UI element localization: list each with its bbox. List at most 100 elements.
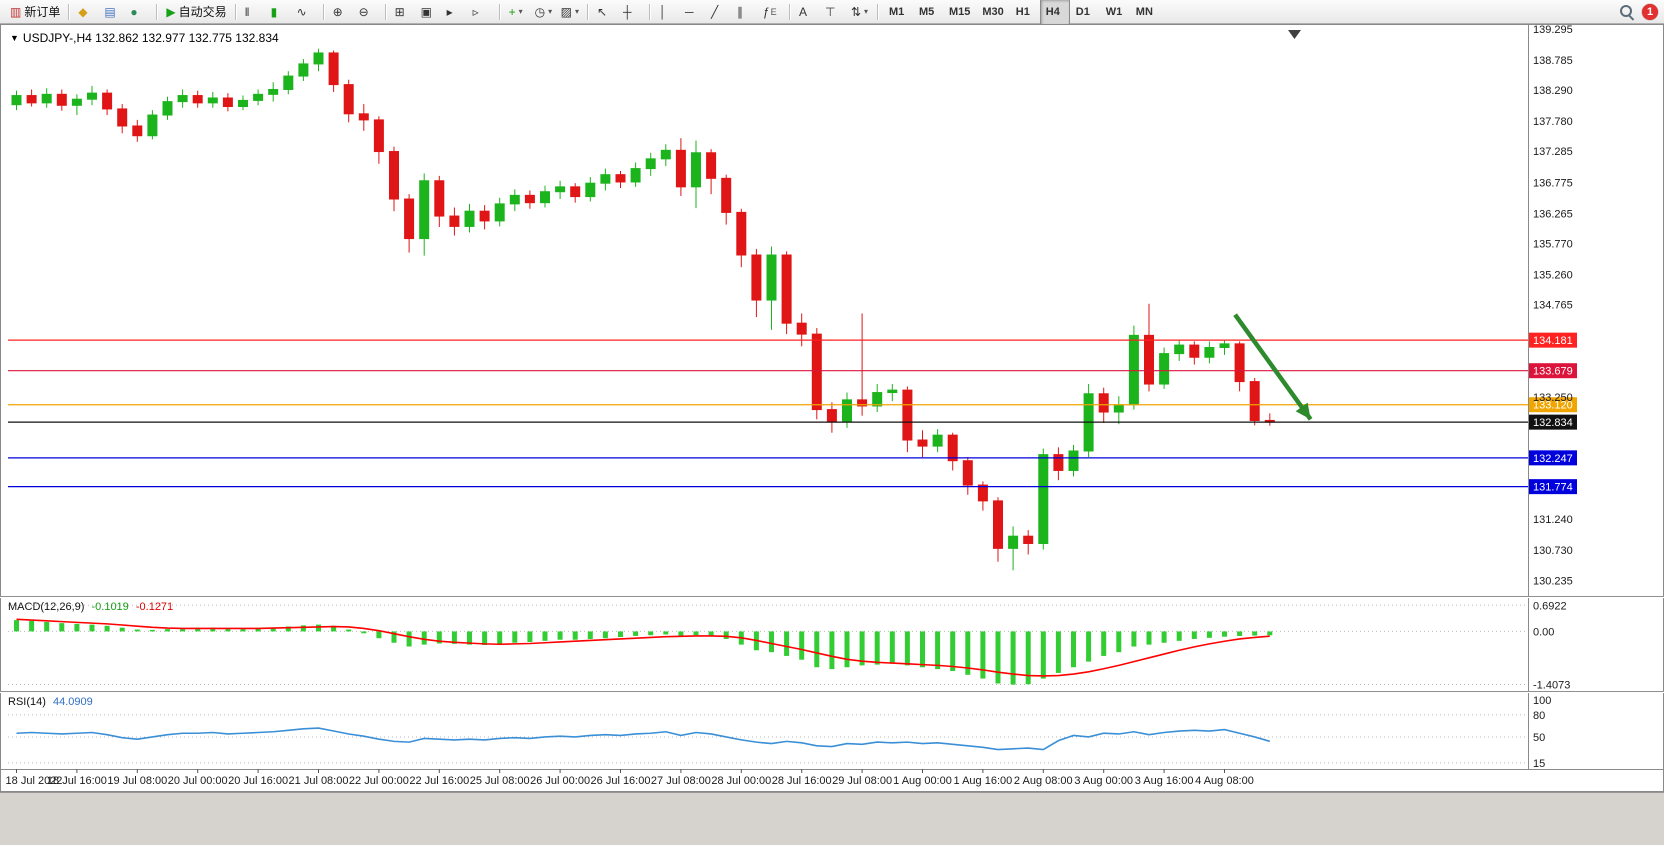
timeframe-m15-button[interactable]: M15 [948,5,971,18]
time-axis-label[interactable]: 3 Aug 00:00 [1074,775,1133,787]
crosshair-button[interactable]: ┼ [619,1,645,23]
time-axis-label[interactable]: 28 Jul 00:00 [711,775,771,787]
macd-histogram-bar [74,623,80,632]
bars-chart-button[interactable]: ‖ [241,1,267,23]
tile-windows-button[interactable]: ⊞ [391,1,417,23]
time-axis-label[interactable]: 25 Jul 08:00 [470,775,530,787]
time-axis-label[interactable]: 22 Jul 00:00 [349,775,409,787]
time-axis-label[interactable]: 26 Jul 00:00 [530,775,590,787]
macd-histogram-bar [512,631,518,643]
macd-histogram-bar [451,631,457,644]
macd-histogram-bar [436,631,442,644]
time-axis-label[interactable]: 2 Aug 08:00 [1014,775,1073,787]
macd-histogram-bar [255,628,261,632]
vertical-line-button[interactable]: │ [655,1,681,23]
candle-body [811,333,822,411]
autotrade-button[interactable]: ▶ 自动交易 [162,1,230,23]
time-axis-label[interactable]: 21 Jul 08:00 [289,775,349,787]
macd-histogram-bar [814,631,820,668]
chart-canvas[interactable]: 134.181 133.679 133.120 132.834 132.247 131.7… [0,24,1664,792]
line-chart-button[interactable]: ∿ [293,1,319,23]
candle-body [509,194,520,205]
support-line-lower-price-box [1529,479,1577,495]
notification-badge[interactable]: 1 [1642,3,1658,20]
market-watch-icon-button[interactable]: ▤ [100,1,126,23]
chart-dropdown-icon[interactable]: ▼ [10,33,19,43]
cursor-button[interactable]: ↖ [593,1,619,23]
horizontal-line-button[interactable]: ─ [681,1,707,23]
time-axis-label[interactable]: 20 Jul 16:00 [228,775,288,787]
timeframe-d1-button[interactable]: D1 [1075,5,1090,18]
candle-body [192,95,203,104]
macd-histogram-bar [602,631,608,639]
candle-body [1098,393,1109,413]
candle-body [917,439,928,447]
time-axis-label[interactable]: 20 Jul 00:00 [168,775,228,787]
time-axis-label[interactable]: 26 Jul 16:00 [591,775,651,787]
time-axis-label[interactable]: 18 Jul 2022 [6,775,63,787]
toolbar-separator [876,3,879,20]
auto-scroll-icon: ▸ [446,4,453,19]
candle-body [11,95,22,106]
macd-histogram-bar [89,624,95,632]
macd-histogram-bar [572,631,578,640]
time-axis-label[interactable]: 28 Jul 16:00 [772,775,832,787]
arrows-button[interactable]: ⇅ ▾ [847,1,873,23]
timeframe-m1-button[interactable]: M1 [888,5,905,18]
indicators-button[interactable]: + ▾ [505,1,531,23]
toolbar-separator [788,3,791,20]
time-axis-label[interactable]: 22 Jul 16:00 [409,775,469,787]
candle-body [147,114,158,137]
time-axis-label[interactable]: 27 Jul 08:00 [651,775,711,787]
new-order-button[interactable]: ▥ 新订单 [6,1,64,23]
cascade-windows-button[interactable]: ▣ [417,1,443,23]
time-axis-label[interactable]: 29 Jul 08:00 [832,775,892,787]
candle-body [389,151,399,200]
toolbar-separator [498,3,501,20]
candle-body [1053,454,1064,471]
macd-label: MACD(12,26,9) -0.1019 -0.1271 [8,601,177,613]
macd-histogram-bar [1116,631,1122,653]
candlestick-chart-button[interactable]: ▮ [267,1,293,23]
time-axis-label[interactable]: 19 Jul 08:00 [107,775,167,787]
timeframe-h4-button[interactable]: H4 [1039,0,1070,25]
time-axis-label[interactable]: 4 Aug 08:00 [1195,775,1254,787]
time-axis-label[interactable]: 18 Jul 16:00 [47,775,107,787]
macd-histogram-bar [210,627,216,632]
label-button[interactable]: ⊤ [821,1,847,23]
timeframe-m5-button[interactable]: M5 [918,5,935,18]
auto-scroll-button[interactable]: ▸ [443,1,469,23]
macd-histogram-bar [482,631,488,645]
macd-histogram-bar [14,620,19,632]
time-axis-label[interactable]: 3 Aug 16:00 [1135,775,1194,787]
candle-body [298,63,309,77]
search-icon[interactable] [1619,4,1634,19]
timeframe-h1-button[interactable]: H1 [1015,5,1030,18]
macd-histogram-bar [1176,631,1182,641]
annotation-arrow[interactable] [1233,313,1313,421]
timeframe-m30-button[interactable]: M30 [982,5,1004,18]
timeframe-w1-button[interactable]: W1 [1105,5,1123,18]
navigator-icon-button[interactable]: ● [126,1,152,23]
text-button[interactable]: A [795,1,821,23]
candle-body [1008,535,1019,549]
trendline-button[interactable]: ╱ [707,1,733,23]
zoom-in-button[interactable]: ⊕ [329,1,355,23]
candle-body [1204,347,1215,358]
time-axis-label[interactable]: 1 Aug 00:00 [893,775,952,787]
templates-button[interactable]: ▨ ▾ [557,1,583,23]
chart-shift-button[interactable]: ▹ [469,1,495,23]
timeframe-mn-button[interactable]: MN [1135,5,1153,18]
periods-button[interactable]: ◷ ▾ [531,1,557,23]
zoom-out-button[interactable]: ⊖ [355,1,381,23]
candle-body [132,125,143,137]
periods-icon: ◷ [534,4,546,19]
candle-body [570,186,581,198]
toolbar-separator [234,3,237,20]
toolbar: ▥ 新订单 ◆ ▤ ● ▶ 自动交易 ‖ ▮ ∿ ⊕ ⊖ ⊞ ▣ ▸ ▹ + ▾ ◷ ▾ ▨ ▾ ↖ ┼ │ ─ ╱ ∥ ƒ E A ⊤ ⇅ ▾ M… [0,0,1664,25]
symbols-icon-button[interactable]: ◆ [74,1,100,23]
price-axis-tick: 137.285 [1533,146,1573,158]
channel-button[interactable]: ∥ [733,1,759,23]
time-axis-label[interactable]: 1 Aug 16:00 [954,775,1013,787]
